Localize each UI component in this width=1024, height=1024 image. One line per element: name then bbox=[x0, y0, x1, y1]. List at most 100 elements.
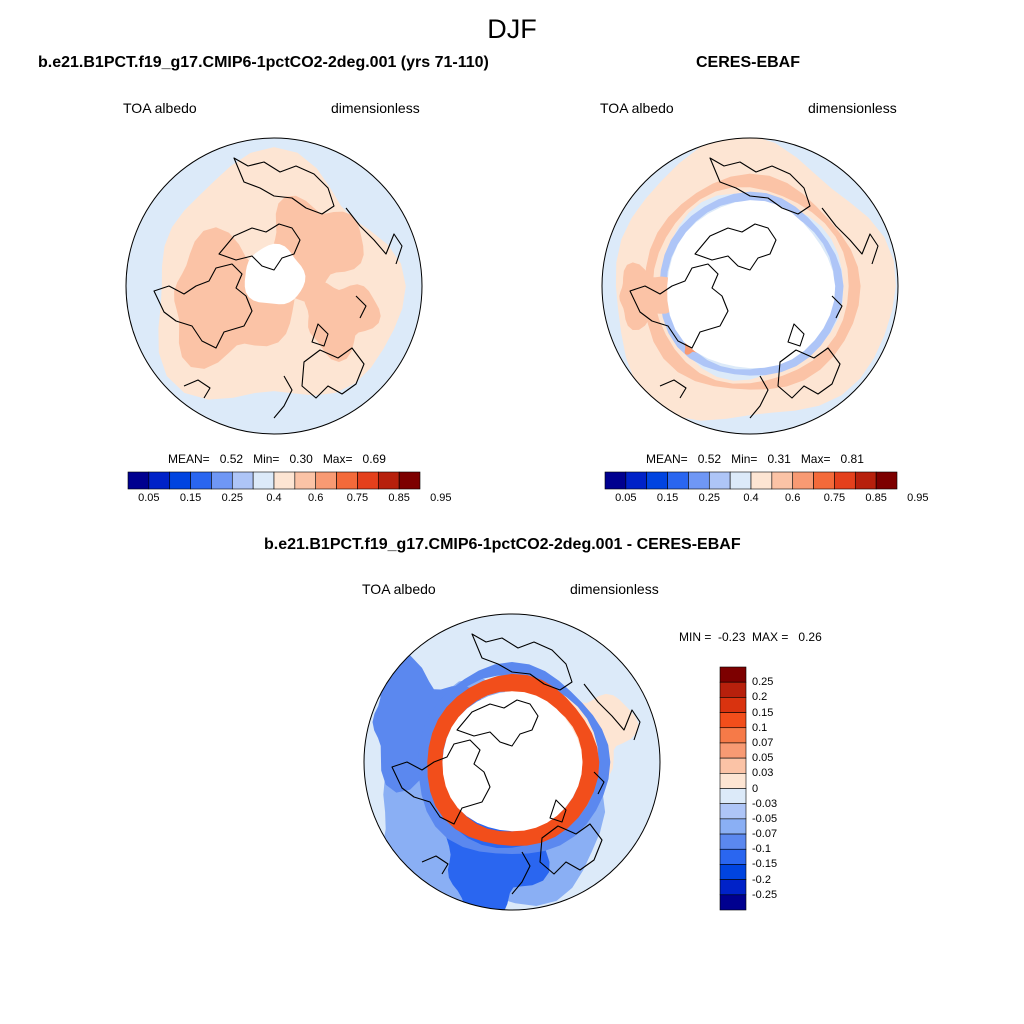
polar-hole bbox=[244, 243, 306, 305]
panel-obs-units: dimensionless bbox=[808, 100, 897, 116]
colorbar-box-4 bbox=[211, 471, 233, 490]
colorbar-diff bbox=[719, 666, 747, 911]
colorbar-box-12 bbox=[377, 471, 400, 490]
colorbar-tick-label: 0.2 bbox=[752, 691, 768, 704]
colorbar-obs-labels: 0.05 0.15 0.25 0.4 0.6 0.75 0.85 0.95 bbox=[605, 492, 928, 506]
colorbar-box-13 bbox=[398, 471, 421, 490]
colorbar-box-4 bbox=[688, 471, 710, 490]
colorbar-box-11 bbox=[357, 471, 379, 490]
colorbar-box-6 bbox=[719, 757, 747, 774]
max-label: MAX = bbox=[752, 630, 789, 644]
map-field bbox=[602, 138, 898, 434]
colorbar-tick-label: 0.25 bbox=[752, 676, 774, 689]
coastline-7 bbox=[831, 295, 843, 319]
colorbar-tick-label: 0.85 bbox=[865, 492, 887, 504]
polar-map-model bbox=[125, 137, 423, 435]
colorbar-box-13 bbox=[875, 471, 898, 490]
coastline-4 bbox=[777, 347, 841, 399]
colorbar-tick-label: 0.05 bbox=[752, 752, 774, 765]
colorbar-tick-label: -0.03 bbox=[752, 797, 778, 810]
max-value: 0.81 bbox=[840, 452, 864, 466]
colorbar-box-10 bbox=[336, 471, 358, 490]
coastline-3 bbox=[583, 683, 641, 741]
colorbar-tick-label: 0.15 bbox=[179, 492, 202, 504]
max-value: 0.26 bbox=[798, 630, 822, 644]
colorbar-box-7 bbox=[750, 471, 773, 490]
colorbar-tick-label: 0.6 bbox=[308, 492, 324, 504]
coastline-2 bbox=[471, 633, 573, 691]
colorbar-tick-label: 0.6 bbox=[785, 492, 801, 504]
colorbar-tick-label: 0.95 bbox=[907, 492, 929, 504]
coastline-5 bbox=[273, 375, 293, 419]
colorbar-box-7 bbox=[273, 471, 296, 490]
colorbar-tick-label: 0.25 bbox=[221, 492, 243, 504]
colorbar-tick-label: 0.4 bbox=[743, 492, 759, 504]
coastline-0 bbox=[153, 263, 253, 349]
colorbar-tick-label: 0.75 bbox=[823, 492, 846, 504]
colorbar-tick-label: 0.1 bbox=[752, 721, 768, 734]
coastline-2 bbox=[233, 157, 335, 215]
colorbar-box-1 bbox=[625, 471, 648, 490]
map-field bbox=[126, 138, 422, 434]
colorbar-tick-label: 0.15 bbox=[656, 492, 679, 504]
mean-label: MEAN= bbox=[168, 452, 210, 466]
colorbar-model bbox=[127, 471, 421, 490]
colorbar-tick-label: 0.05 bbox=[138, 492, 160, 504]
colorbar-tick-label: 0.03 bbox=[752, 767, 774, 780]
panel-model-title: b.e21.B1PCT.f19_g17.CMIP6-1pctCO2-2deg.0… bbox=[38, 54, 489, 71]
colorbar-box-14 bbox=[719, 879, 747, 896]
colorbar-box-5 bbox=[231, 471, 254, 490]
mean-value: 0.52 bbox=[219, 452, 244, 466]
colorbar-box-12 bbox=[854, 471, 877, 490]
continent-fill-c bbox=[302, 279, 381, 362]
colorbar-box-9 bbox=[792, 471, 814, 490]
coastline-7 bbox=[355, 295, 367, 319]
scandinavia-fill bbox=[619, 262, 676, 330]
panel-obs-variable: TOA albedo bbox=[600, 100, 674, 116]
coastline-8 bbox=[659, 379, 687, 399]
polar-hole bbox=[442, 691, 583, 832]
colorbar-box-12 bbox=[719, 848, 747, 865]
colorbar-tick-label: 0.95 bbox=[430, 492, 452, 504]
min-value: 0.30 bbox=[289, 452, 313, 466]
colorbar-box-1 bbox=[719, 681, 747, 698]
coastline-8 bbox=[183, 379, 211, 399]
coastline-3 bbox=[345, 207, 403, 265]
continent-fill-a bbox=[174, 227, 295, 369]
max-value: 0.69 bbox=[362, 452, 386, 466]
coastline-0 bbox=[391, 739, 491, 825]
panel-obs-title: CERES-EBAF bbox=[696, 54, 801, 71]
panel-model-units: dimensionless bbox=[331, 100, 420, 116]
coastline-4 bbox=[539, 823, 603, 875]
coastline-5 bbox=[511, 851, 531, 895]
max-label: Max= bbox=[322, 452, 353, 466]
coastline-0 bbox=[629, 263, 729, 349]
colorbar-box-2 bbox=[719, 697, 747, 713]
colorbar-box-3 bbox=[719, 712, 747, 729]
colorbar-tick-label: 0.4 bbox=[266, 492, 282, 504]
colorbar-tick-label: 0 bbox=[752, 782, 759, 795]
coastline-1 bbox=[218, 223, 301, 271]
min-label: Min= bbox=[253, 452, 280, 466]
colorbar-box-8 bbox=[771, 471, 794, 490]
colorbar-box-2 bbox=[646, 471, 668, 490]
panel-diff-title: b.e21.B1PCT.f19_g17.CMIP6-1pctCO2-2deg.0… bbox=[264, 536, 741, 553]
colorbar-tick-label: -0.05 bbox=[752, 812, 778, 825]
polar-map-diff bbox=[363, 613, 661, 911]
coastline-1 bbox=[694, 223, 777, 271]
colorbar-box-6 bbox=[729, 471, 752, 490]
panel-obs-stats: MEAN= 0.52 Min= 0.31 Max= 0.81 bbox=[646, 452, 864, 466]
colorbar-tick-label: -0.1 bbox=[752, 843, 771, 856]
colorbar-box-9 bbox=[315, 471, 337, 490]
colorbar-tick-label: 0.25 bbox=[698, 492, 720, 504]
coastline-6 bbox=[787, 323, 805, 347]
figure-title: DJF bbox=[487, 14, 537, 44]
coastline-7 bbox=[593, 771, 605, 795]
coastline-3 bbox=[821, 207, 879, 265]
panel-diff-variable: TOA albedo bbox=[362, 581, 436, 597]
colorbar-box-5 bbox=[719, 742, 747, 759]
colorbar-tick-label: 0.85 bbox=[388, 492, 410, 504]
colorbar-tick-label: -0.15 bbox=[752, 858, 778, 871]
colorbar-model-labels: 0.05 0.15 0.25 0.4 0.6 0.75 0.85 0.95 bbox=[128, 492, 451, 506]
colorbar-box-10 bbox=[813, 471, 835, 490]
